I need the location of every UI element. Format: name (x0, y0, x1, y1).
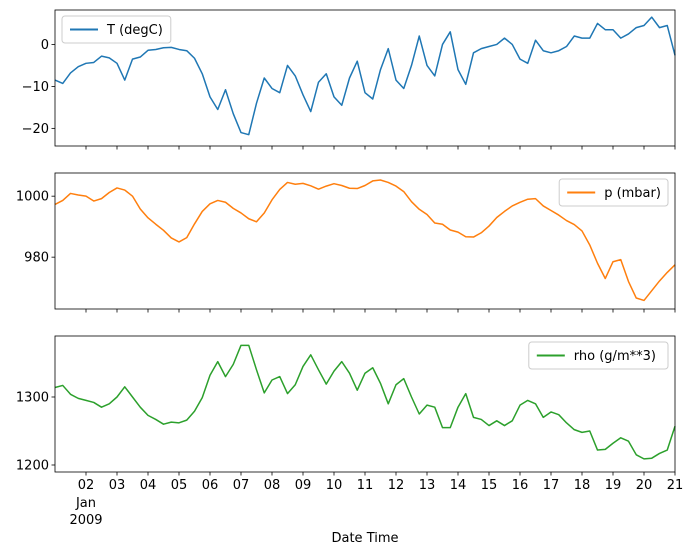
x-axis-label: Date Time (331, 531, 398, 546)
y-tick-label: 980 (24, 251, 49, 266)
y-tick-label: 1300 (16, 390, 49, 405)
y-tick-label: −10 (22, 80, 49, 95)
x-tick-label: 05 (171, 478, 188, 493)
legend-box (558, 178, 669, 207)
x-tick-label: 18 (574, 478, 591, 493)
x-tick-label: 07 (233, 478, 250, 493)
x-tick-label: 12 (388, 478, 405, 493)
x-tick-label: 06 (202, 478, 219, 493)
series-line (54, 344, 676, 460)
x-tick-label: 14 (450, 478, 467, 493)
x-tick-label: 10 (326, 478, 343, 493)
legend-box (528, 341, 669, 370)
x-tick-year-label: 2009 (69, 513, 102, 528)
x-tick-label: 17 (543, 478, 560, 493)
series-line (54, 16, 676, 136)
x-tick-label: 02 (78, 478, 95, 493)
x-tick-label: 04 (140, 478, 157, 493)
x-tick-label: 15 (481, 478, 498, 493)
legend-box (61, 15, 172, 44)
y-tick-label: 1000 (16, 190, 49, 205)
legend: rho (g/m**3) (528, 341, 669, 370)
x-tick-label: 16 (512, 478, 529, 493)
x-tick-label: 21 (667, 478, 684, 493)
x-tick-label: 13 (419, 478, 436, 493)
x-tick-label: 09 (295, 478, 312, 493)
subplot-3: 1300 1200 02 Jan 2009 03 04 05 06 07 08 09 10 11 12 13 1… (16, 335, 684, 528)
y-tick-label: 1200 (16, 458, 49, 473)
x-tick-month-label: Jan (75, 496, 96, 511)
x-tick-label: 08 (264, 478, 281, 493)
legend-label: p (mbar) (604, 186, 661, 201)
legend-label: T (degC) (106, 23, 163, 38)
subplot-2: 1000 980 p (mbar) (16, 172, 676, 313)
x-tick-label: 03 (109, 478, 126, 493)
y-tick-label: 0 (41, 38, 49, 53)
x-tick-label: 20 (636, 478, 653, 493)
subplot-1: 0 −10 −20 T (degC) (22, 9, 676, 150)
legend: p (mbar) (558, 178, 669, 207)
series-line (54, 179, 676, 302)
x-tick-label: 11 (357, 478, 374, 493)
x-tick-label: 19 (605, 478, 622, 493)
legend: T (degC) (61, 15, 172, 44)
legend-label: rho (g/m**3) (574, 349, 656, 364)
y-tick-label: −20 (22, 122, 49, 137)
